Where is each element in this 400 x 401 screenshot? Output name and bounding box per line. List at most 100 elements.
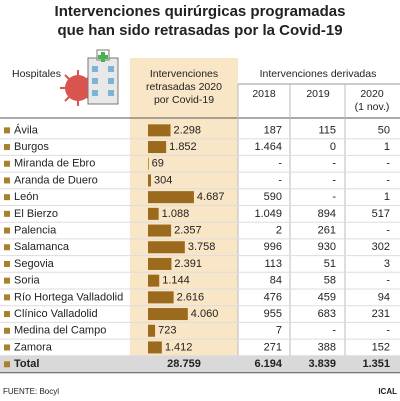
bar — [148, 224, 172, 237]
derived-value: 302 — [372, 241, 390, 253]
hospital-name: Ávila — [14, 123, 39, 136]
derived-value: - — [332, 174, 336, 186]
bar-label: 2.298 — [174, 124, 202, 136]
derived-value: 7 — [276, 325, 282, 337]
hospital-name: Salamanca — [14, 241, 70, 253]
derived-value: - — [332, 158, 336, 170]
bar — [148, 257, 172, 270]
bar — [148, 291, 174, 304]
bullet — [4, 277, 10, 284]
title-line: que han sido retrasadas por la Covid-19 — [57, 22, 342, 39]
derived-value: 459 — [318, 291, 336, 303]
header: retrasadas 2020 — [146, 81, 222, 93]
derived-value: 0 — [330, 141, 336, 153]
derived-value: 894 — [318, 208, 336, 220]
derived-value: 2 — [276, 224, 282, 236]
derived-value: - — [386, 158, 390, 170]
derived-value: - — [332, 325, 336, 337]
bullet — [4, 227, 10, 234]
derived-value: - — [332, 191, 336, 203]
derived-value: 3 — [384, 258, 390, 270]
title-line: Intervenciones quirúrgicas programadas — [55, 3, 346, 20]
derived-value: 115 — [318, 124, 336, 136]
bar-label: 69 — [152, 158, 164, 170]
bar — [148, 324, 156, 337]
derived-value: 683 — [318, 308, 336, 320]
bar-label: 2.357 — [174, 224, 202, 236]
derived-value: - — [386, 224, 390, 236]
derived-value: 996 — [264, 241, 282, 253]
header: Intervenciones — [150, 68, 218, 80]
total-label: Total — [14, 358, 39, 370]
bar — [148, 207, 159, 220]
hospital-name: Medina del Campo — [14, 325, 106, 337]
derived-value: 113 — [264, 258, 282, 270]
hospital-name: El Bierzo — [14, 208, 58, 220]
bar — [148, 241, 185, 254]
derived-value: 1 — [384, 141, 390, 153]
source: FUENTE: Bocyl — [3, 387, 59, 396]
derived-value: 152 — [372, 341, 390, 353]
total-value: 28.759 — [167, 358, 201, 370]
bar — [148, 274, 160, 287]
bullet — [4, 244, 10, 251]
bar — [148, 124, 171, 137]
year-header: 2019 — [306, 88, 330, 100]
hospital-name: Río Hortega Valladolid — [14, 291, 123, 303]
bullet — [4, 361, 10, 368]
hospital-name: Aranda de Duero — [14, 174, 98, 186]
bullet — [4, 160, 10, 167]
derived-value: 50 — [378, 124, 390, 136]
hospital-name: León — [14, 191, 38, 203]
hospital-name: Palencia — [14, 224, 57, 236]
header: Intervenciones derivadas — [260, 68, 377, 80]
hospital-name: Segovia — [14, 258, 55, 270]
derived-value: 271 — [264, 341, 282, 353]
derived-value: 388 — [318, 341, 336, 353]
derived-value: 1 — [384, 191, 390, 203]
bullet — [4, 127, 10, 134]
bar — [148, 174, 151, 187]
header: por Covid-19 — [154, 94, 214, 106]
year-header: (1 nov.) — [355, 101, 390, 113]
bar-label: 723 — [158, 325, 176, 337]
derived-value: 187 — [264, 124, 282, 136]
hospital-name: Burgos — [14, 141, 49, 153]
derived-value: 261 — [318, 224, 336, 236]
bullet — [4, 294, 10, 301]
bullet — [4, 260, 10, 267]
derived-value: 517 — [372, 208, 390, 220]
bar-label: 4.060 — [191, 308, 219, 320]
icon — [60, 49, 119, 106]
total-row — [0, 355, 400, 373]
bar — [148, 157, 149, 170]
credit: ICAL — [378, 387, 397, 396]
bar-label: 304 — [154, 174, 172, 186]
bullet — [4, 311, 10, 318]
hospital-name: Clínico Valladolid — [14, 308, 98, 320]
total-value: 1.351 — [362, 358, 390, 370]
bullet — [4, 210, 10, 217]
bullet — [4, 144, 10, 151]
derived-value: 1.049 — [254, 208, 282, 220]
derived-value: 94 — [378, 291, 390, 303]
header: Hospitales — [12, 68, 61, 80]
bar — [148, 308, 188, 321]
bar — [148, 341, 162, 354]
derived-value: 476 — [264, 291, 282, 303]
bar-label: 1.412 — [165, 341, 193, 353]
year-header: 2018 — [252, 88, 276, 100]
bar — [148, 141, 167, 154]
derived-value: - — [278, 174, 282, 186]
derived-value: 590 — [264, 191, 282, 203]
total-value: 6.194 — [254, 358, 282, 370]
derived-value: 51 — [324, 258, 336, 270]
year-header: 2020 — [360, 88, 384, 100]
hospital-name: Soria — [14, 275, 41, 287]
bar-label: 1.144 — [162, 275, 190, 287]
bar-label: 1.088 — [162, 208, 190, 220]
derived-value: - — [386, 325, 390, 337]
bar-label: 2.391 — [174, 258, 202, 270]
hospital-name: Zamora — [14, 341, 53, 353]
